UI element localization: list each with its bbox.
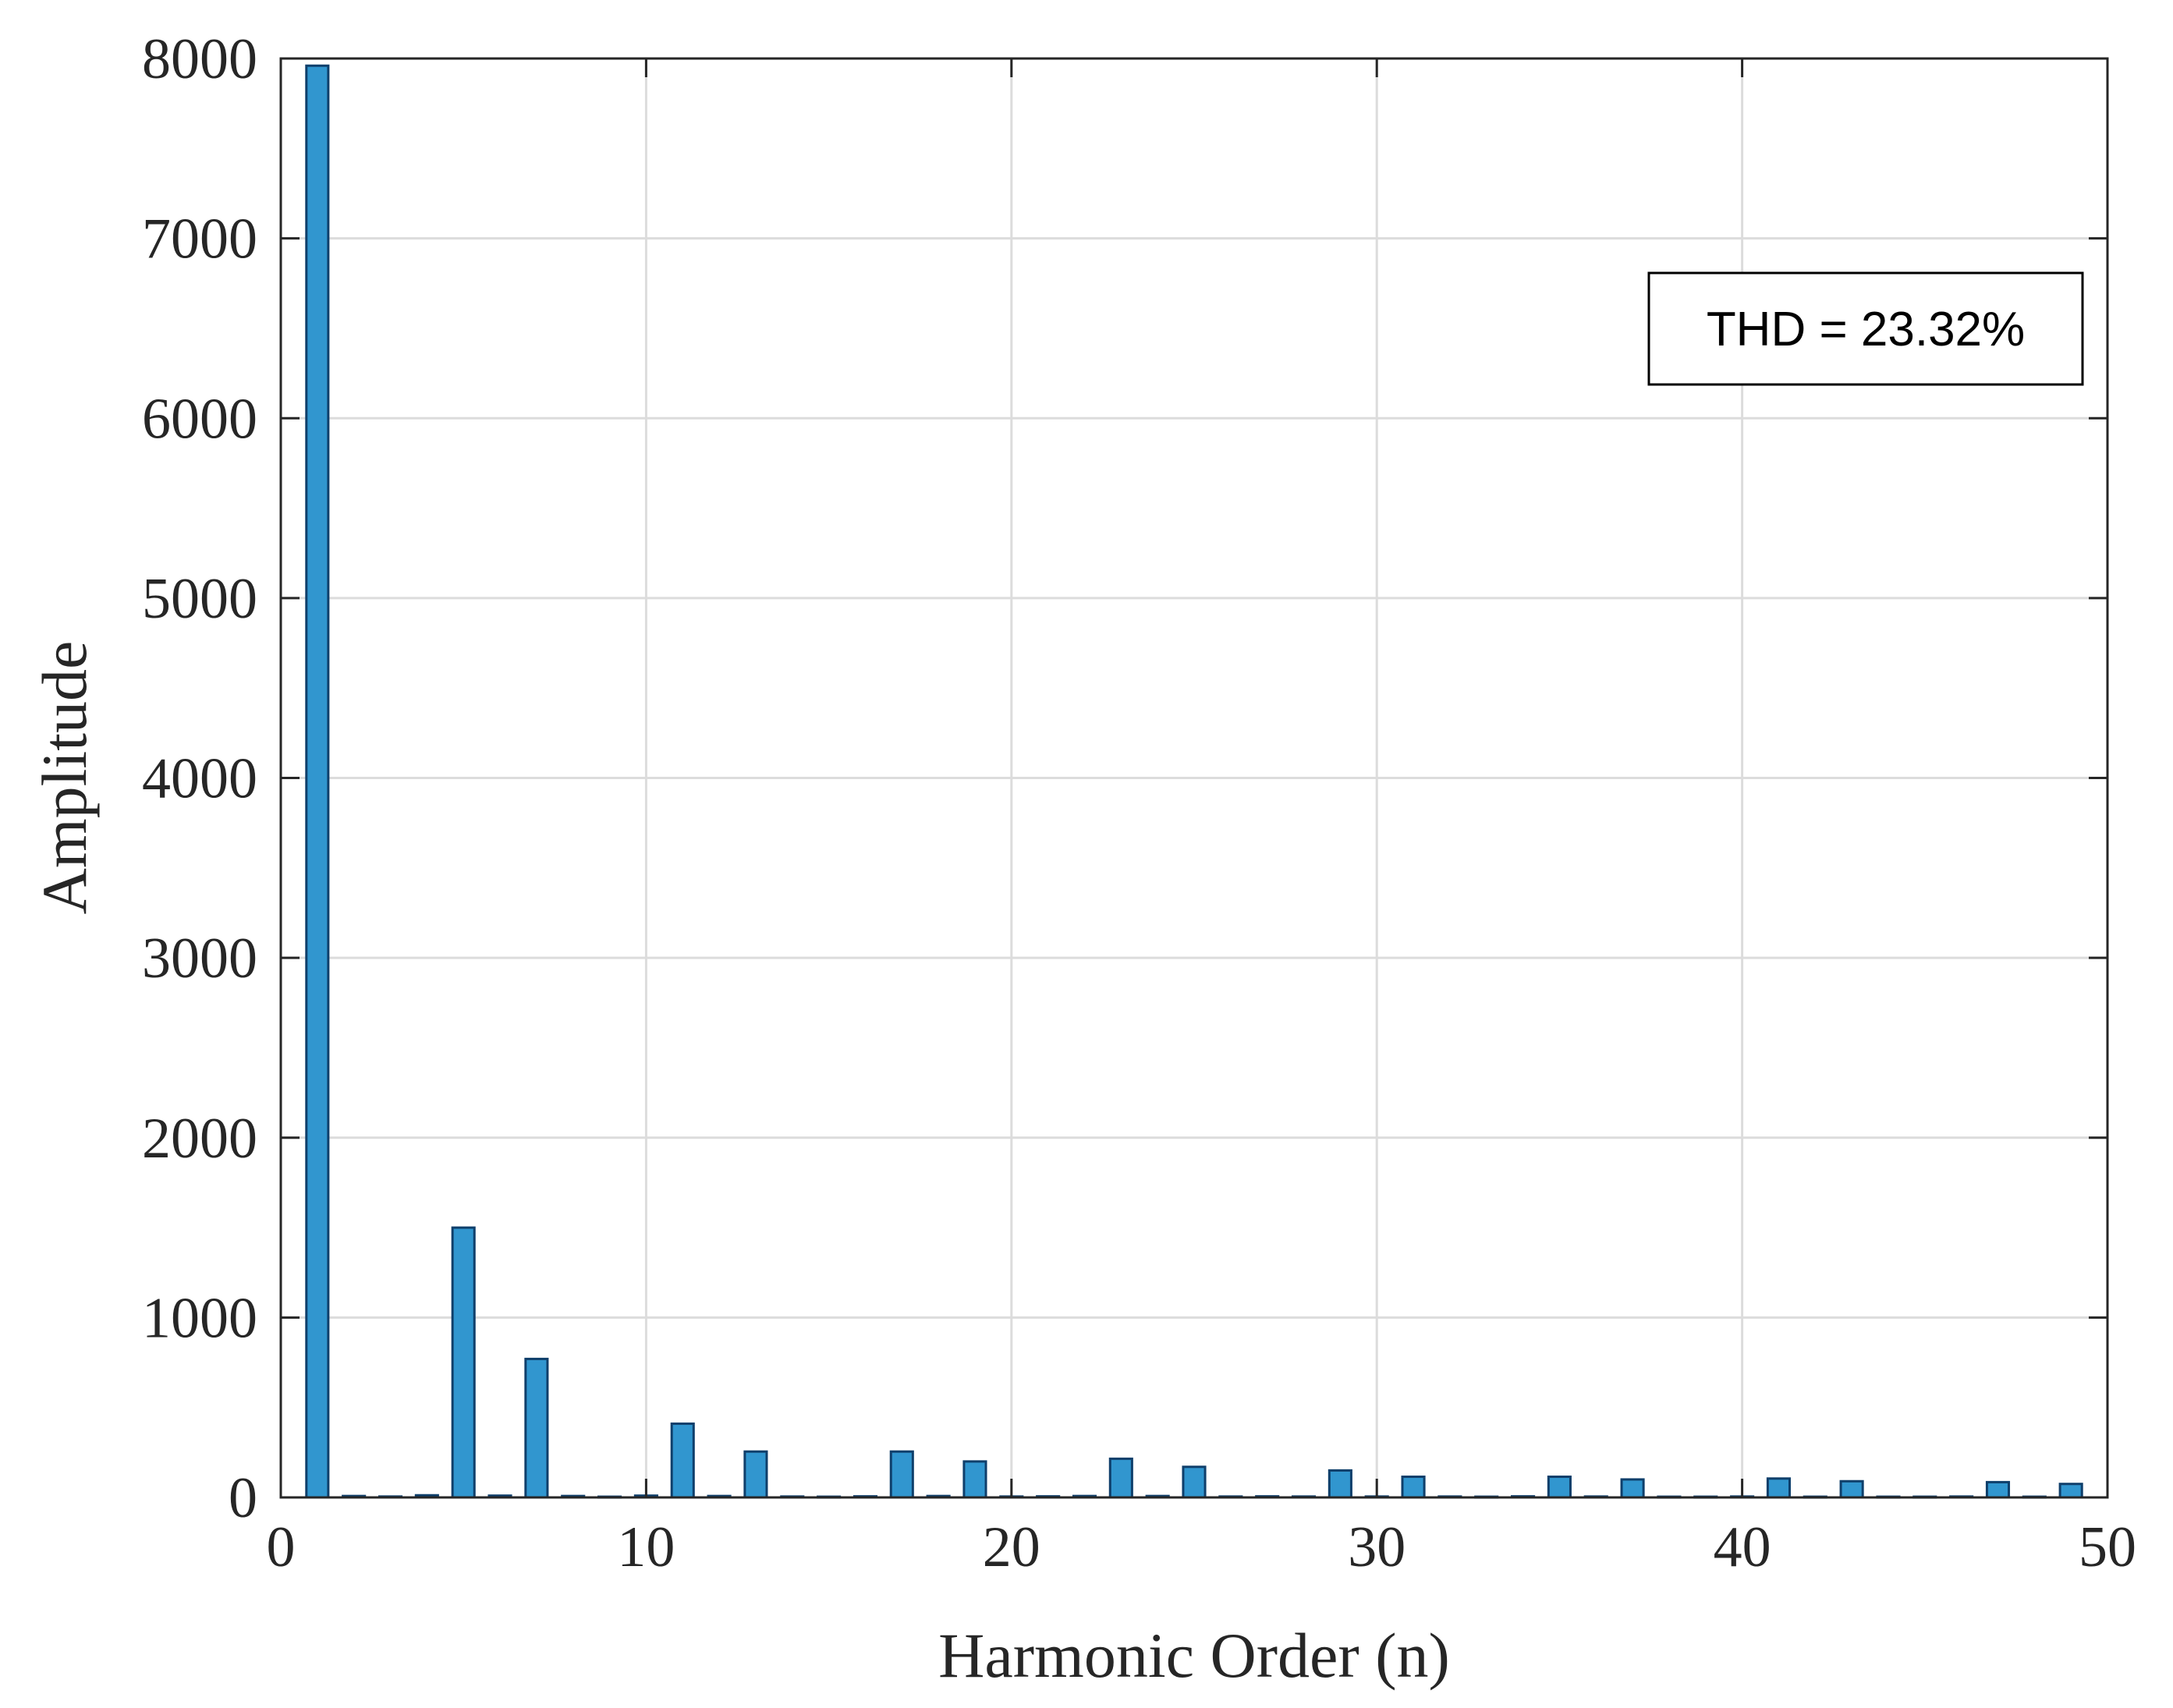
x-tick-label: 40	[1714, 1515, 1771, 1579]
thd-annotation-box	[1647, 271, 2084, 386]
plot-frame	[279, 57, 2109, 1499]
bar-harmonic-37	[1620, 1478, 1645, 1499]
bar-harmonic-35	[1547, 1475, 1572, 1499]
bar-series	[305, 64, 2083, 1499]
bar-harmonic-17	[889, 1450, 914, 1499]
bar-harmonic-1	[305, 64, 330, 1499]
x-tick-label: 10	[617, 1515, 675, 1579]
x-tick-label: 30	[1348, 1515, 1406, 1579]
y-axis-title: Amplitude	[29, 641, 100, 915]
x-tick-labels: 0 10 20 30 40 50	[267, 1515, 2137, 1579]
bar-harmonic-19	[962, 1460, 987, 1499]
y-tick-label: 3000	[142, 927, 257, 990]
y-tick-labels: 0 1000 2000 3000 4000 5000 6000 7000 8000	[142, 27, 257, 1530]
thd-annotation-text: THD = 23.32%	[1707, 303, 2025, 356]
x-tick-label: 20	[983, 1515, 1040, 1579]
x-tick-label: 50	[2079, 1515, 2136, 1579]
bar-harmonic-49	[2058, 1483, 2083, 1499]
thd-annotation: THD = 23.32%	[1647, 271, 2084, 386]
bar-harmonic-23	[1108, 1457, 1133, 1499]
y-tick-label: 0	[229, 1466, 257, 1530]
bar-harmonic-41	[1766, 1477, 1791, 1499]
y-tick-label: 4000	[142, 747, 257, 811]
bar-harmonic-43	[1839, 1479, 1864, 1499]
x-tick-label: 0	[267, 1515, 296, 1579]
x-axis-title: Harmonic Order (n)	[938, 1620, 1450, 1691]
bar-harmonic-29	[1328, 1469, 1352, 1499]
bar-harmonic-7	[524, 1357, 549, 1499]
y-tick-label: 8000	[142, 27, 257, 91]
bar-harmonic-11	[670, 1422, 695, 1499]
bar-harmonic-5	[451, 1226, 476, 1499]
y-tick-label: 7000	[142, 207, 257, 271]
bar-harmonic-31	[1401, 1475, 1426, 1499]
bar-harmonic-13	[743, 1450, 768, 1499]
bar-harmonic-25	[1182, 1465, 1207, 1499]
y-tick-label: 5000	[142, 567, 257, 631]
y-tick-label: 6000	[142, 387, 257, 451]
y-tick-label: 2000	[142, 1107, 257, 1171]
bar-harmonic-47	[1985, 1480, 2011, 1499]
y-tick-label: 1000	[142, 1286, 257, 1350]
